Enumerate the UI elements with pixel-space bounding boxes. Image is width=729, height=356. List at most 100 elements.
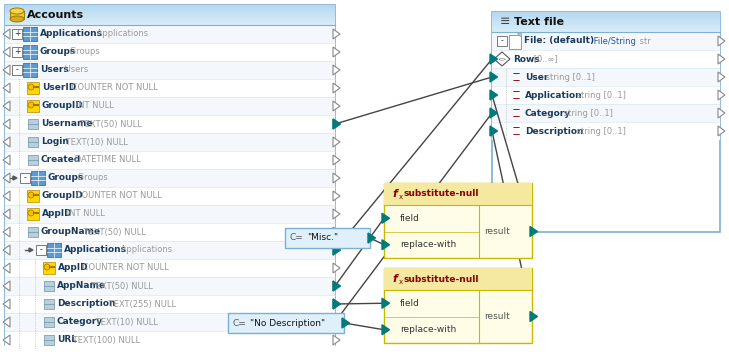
- Text: Users: Users: [63, 66, 89, 74]
- Polygon shape: [3, 29, 10, 39]
- Text: [0..∞]: [0..∞]: [531, 54, 558, 63]
- Bar: [492, 23, 720, 25]
- Bar: [27, 190, 39, 202]
- Bar: [5, 151, 335, 169]
- Text: <>: <>: [497, 57, 507, 62]
- Bar: [492, 86, 720, 104]
- Bar: [5, 187, 335, 205]
- Polygon shape: [368, 233, 375, 243]
- Bar: [5, 20, 335, 22]
- Bar: [44, 299, 54, 309]
- Text: Description: Description: [57, 299, 115, 309]
- Bar: [492, 29, 720, 30]
- Polygon shape: [3, 227, 10, 237]
- Text: Groups: Groups: [48, 173, 85, 183]
- Bar: [5, 313, 335, 331]
- Bar: [497, 36, 507, 46]
- Bar: [384, 268, 532, 290]
- Bar: [492, 12, 720, 232]
- Polygon shape: [3, 83, 10, 93]
- Text: Applications: Applications: [94, 30, 148, 38]
- Polygon shape: [718, 72, 725, 82]
- Polygon shape: [333, 281, 340, 291]
- Text: Text file: Text file: [514, 17, 564, 27]
- Polygon shape: [333, 209, 340, 219]
- Polygon shape: [718, 126, 725, 136]
- Polygon shape: [333, 119, 340, 129]
- Text: f: f: [392, 189, 397, 199]
- Polygon shape: [333, 317, 340, 327]
- Text: TEXT(50) NULL: TEXT(50) NULL: [82, 227, 147, 236]
- Polygon shape: [333, 317, 340, 327]
- Polygon shape: [333, 47, 340, 57]
- Bar: [492, 22, 720, 23]
- Polygon shape: [3, 47, 10, 57]
- Polygon shape: [333, 29, 340, 39]
- Bar: [492, 19, 720, 20]
- Bar: [509, 35, 521, 49]
- Bar: [12, 29, 22, 39]
- Polygon shape: [382, 213, 389, 223]
- Polygon shape: [718, 54, 725, 64]
- Polygon shape: [333, 83, 340, 93]
- Polygon shape: [3, 209, 10, 219]
- Bar: [492, 104, 720, 122]
- Text: File: (default): File: (default): [524, 37, 594, 46]
- Bar: [5, 277, 335, 295]
- Bar: [12, 65, 22, 75]
- Polygon shape: [3, 101, 10, 111]
- Bar: [5, 15, 335, 17]
- Bar: [5, 259, 335, 277]
- Text: "Misc.": "Misc.": [307, 234, 338, 242]
- Text: —
—: — —: [512, 106, 520, 120]
- Polygon shape: [3, 245, 10, 255]
- Bar: [28, 119, 38, 129]
- Bar: [492, 25, 720, 27]
- Ellipse shape: [10, 8, 24, 14]
- Text: string [0..1]: string [0..1]: [574, 126, 626, 136]
- Polygon shape: [29, 248, 33, 252]
- Polygon shape: [382, 325, 389, 335]
- Text: replace-with: replace-with: [400, 240, 456, 249]
- Text: x: x: [399, 279, 403, 285]
- Polygon shape: [333, 335, 340, 345]
- Bar: [492, 30, 720, 32]
- Circle shape: [28, 102, 34, 108]
- Polygon shape: [382, 240, 389, 250]
- Bar: [5, 43, 335, 61]
- Polygon shape: [3, 191, 10, 201]
- Polygon shape: [3, 119, 10, 129]
- Bar: [5, 23, 335, 25]
- Polygon shape: [490, 90, 497, 100]
- Text: Users: Users: [40, 66, 69, 74]
- Polygon shape: [3, 317, 10, 327]
- Bar: [492, 14, 720, 15]
- Polygon shape: [382, 298, 389, 308]
- Text: result: result: [484, 312, 510, 321]
- Polygon shape: [333, 299, 340, 309]
- Bar: [31, 171, 45, 185]
- Text: result: result: [484, 227, 510, 236]
- Bar: [5, 22, 335, 23]
- Text: COUNTER NOT NULL: COUNTER NOT NULL: [69, 84, 157, 93]
- Text: +: +: [14, 30, 20, 38]
- Bar: [5, 13, 335, 15]
- Text: URL: URL: [57, 335, 77, 345]
- Bar: [492, 122, 720, 140]
- Polygon shape: [333, 155, 340, 165]
- Text: substitute-null: substitute-null: [404, 274, 480, 283]
- Text: Applications: Applications: [40, 30, 103, 38]
- Text: f: f: [392, 274, 397, 284]
- Polygon shape: [3, 155, 10, 165]
- Bar: [5, 133, 335, 151]
- Bar: [5, 8, 335, 10]
- Text: Groups: Groups: [40, 47, 77, 57]
- Text: —
—: — —: [512, 89, 520, 101]
- Polygon shape: [333, 263, 340, 273]
- Bar: [384, 268, 532, 343]
- Text: -: -: [23, 173, 26, 183]
- Text: C=: C=: [290, 234, 304, 242]
- Bar: [5, 97, 335, 115]
- Text: -: -: [501, 37, 504, 46]
- Text: Login: Login: [41, 137, 69, 147]
